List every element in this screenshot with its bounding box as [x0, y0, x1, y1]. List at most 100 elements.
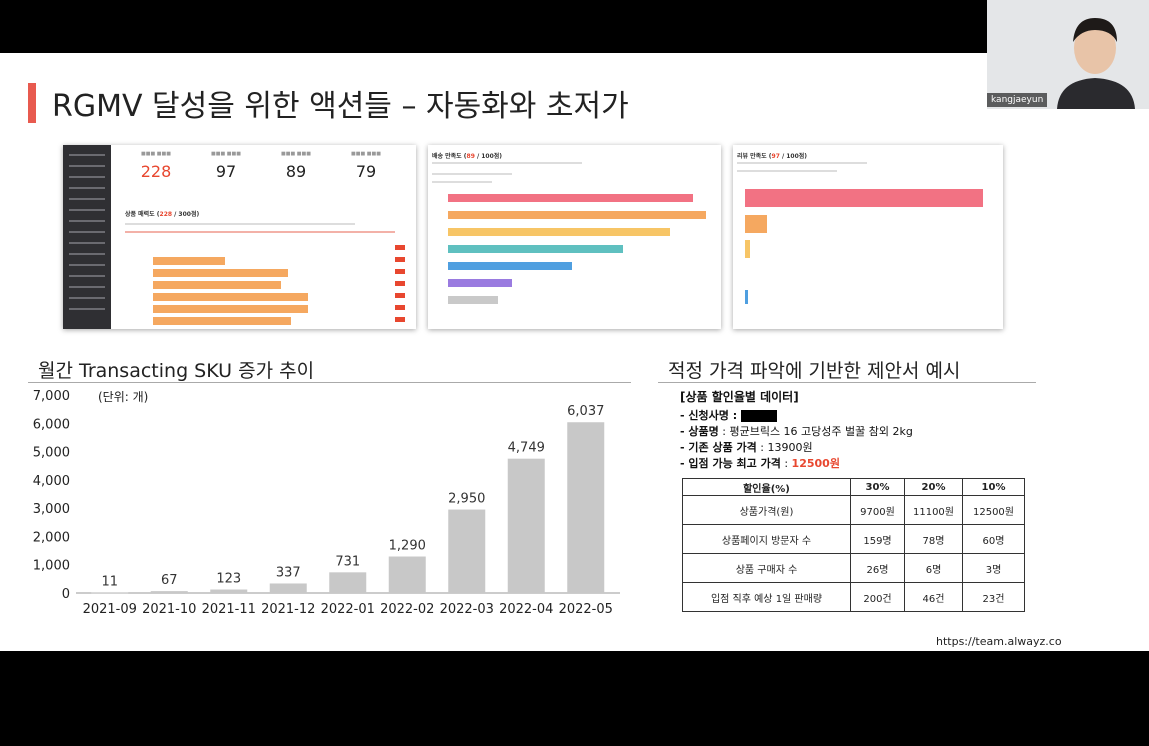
text-line — [737, 170, 837, 172]
table-cell: 78명 — [904, 524, 963, 554]
divider — [658, 382, 1036, 383]
chart-bar — [269, 583, 307, 593]
text-line — [432, 162, 582, 164]
kpi-value: 89 — [285, 162, 307, 181]
chart-bar — [91, 592, 129, 594]
kpi-card: ■■■ ■■■ 79 — [331, 151, 401, 181]
dashboard-screenshot: ■■■ ■■■ 228 ■■■ ■■■ 97 ■■■ ■■■ 89 ■■■ ■■… — [63, 145, 416, 329]
participant-avatar — [1057, 18, 1135, 109]
table-row: 입점 직후 예상 1일 판매량 200건 46건 23건 — [682, 582, 1025, 612]
table-cell: 26명 — [850, 553, 905, 583]
bar-value-label: 67 — [161, 573, 178, 588]
participant-name: kangjaeyun — [987, 93, 1048, 107]
sku-section-title: 월간 Transacting SKU 증가 추이 — [38, 360, 315, 382]
chart-bar — [567, 422, 605, 593]
bar-value-label: 2,950 — [448, 492, 485, 507]
table-cell: 159명 — [850, 524, 905, 554]
proposal-header: [상품 할인율별 데이터] — [680, 390, 799, 404]
y-tick-label: 6,000 — [33, 417, 70, 432]
table-cell: 3명 — [962, 553, 1025, 583]
y-tick-label: 3,000 — [33, 502, 70, 517]
mini-bar — [448, 211, 706, 219]
product-name-line: - 상품명 : 평균브릭스 16 고당성주 벌꿀 참외 2kg — [680, 425, 913, 438]
kpi-card: ■■■ ■■■ 228 — [121, 151, 191, 181]
table-cell: 9700원 — [850, 495, 905, 525]
chart-bar — [507, 458, 545, 593]
y-tick-label: 4,000 — [33, 474, 70, 489]
table-cell: 60명 — [962, 524, 1025, 554]
max-price-line: - 입점 가능 최고 가격 : 12500원 — [680, 457, 840, 470]
x-tick-label: 2021-11 — [202, 602, 256, 617]
review-screenshot: 리뷰 만족도 (97 / 100점) — [733, 145, 1003, 329]
table-cell: 200건 — [850, 582, 905, 612]
table-header-cell: 30% — [850, 478, 905, 496]
kpi-card: ■■■ ■■■ 97 — [191, 151, 261, 181]
text-line — [432, 181, 492, 183]
mini-bar — [448, 245, 623, 253]
mini-bar — [448, 296, 498, 304]
table-cell: 46건 — [904, 582, 963, 612]
mini-bar — [153, 317, 291, 325]
y-tick-label: 1,000 — [33, 559, 70, 574]
mini-bar — [153, 281, 281, 289]
y-tick-label: 2,000 — [33, 530, 70, 545]
delivery-screenshot: 배송 만족도 (89 / 100점) — [428, 145, 721, 329]
table-header-row: 할인율(%) 30% 20% 10% — [682, 478, 1025, 496]
table-cell: 상품가격(원) — [682, 495, 851, 525]
bar-value-label: 731 — [335, 554, 360, 569]
x-tick-label: 2021-09 — [83, 602, 137, 617]
kpi-value: 79 — [355, 162, 377, 181]
bar-value-label: 1,290 — [389, 539, 426, 554]
slide-title: RGMV 달성을 위한 액션들 – 자동화와 초저가 — [52, 89, 629, 124]
chart-bar — [388, 556, 426, 593]
mini-bar — [448, 279, 512, 287]
bar-value-label: 6,037 — [567, 404, 604, 419]
table-cell: 23건 — [962, 582, 1025, 612]
bar-value-label: 11 — [101, 575, 118, 590]
mini-bar — [745, 189, 983, 207]
table-header-cell: 20% — [904, 478, 963, 496]
mini-bar — [153, 269, 288, 277]
proposal-section-title: 적정 가격 파악에 기반한 제안서 예시 — [668, 360, 961, 382]
x-tick-label: 2021-12 — [261, 602, 315, 617]
divider — [28, 382, 631, 383]
kpi-value: 228 — [140, 162, 172, 181]
x-tick-label: 2022-03 — [440, 602, 494, 617]
bar-value-label: 4,749 — [508, 441, 545, 456]
mini-tag — [395, 293, 405, 298]
x-tick-label: 2022-04 — [499, 602, 553, 617]
table-cell: 12500원 — [962, 495, 1025, 525]
original-price-line: - 기존 상품 가격 : 13900원 — [680, 441, 813, 454]
y-tick-label: 7,000 — [33, 389, 70, 404]
mini-tag — [395, 257, 405, 262]
applicant-line: - 신청사명 : — [680, 408, 913, 424]
y-tick-label: 5,000 — [33, 446, 70, 461]
bar-value-label: 123 — [216, 572, 241, 587]
participant-video-tile[interactable]: kangjaeyun — [987, 0, 1149, 109]
text-line — [125, 223, 355, 225]
presentation-slide: RGMV 달성을 위한 액션들 – 자동화와 초저가 ■■■ ■■■ 228 ■… — [0, 53, 1149, 651]
table-cell: 11100원 — [904, 495, 963, 525]
proposal-info: [상품 할인율별 데이터] - 신청사명 : - 상품명 : 평균브릭스 16 … — [680, 389, 913, 472]
mini-bar — [745, 240, 750, 258]
discount-table: 할인율(%) 30% 20% 10% 상품가격(원) 9700원 11100원 … — [682, 478, 1025, 612]
dashboard-sidebar — [63, 145, 111, 329]
chart-bar — [210, 589, 248, 593]
mini-bar — [448, 228, 670, 236]
mini-tag — [395, 281, 405, 286]
max-price-value: 12500원 — [791, 457, 840, 470]
mini-bar — [745, 215, 767, 233]
x-tick-label: 2022-01 — [321, 602, 375, 617]
redacted-block — [740, 410, 777, 422]
table-cell: 상품페이지 방문자 수 — [682, 524, 851, 554]
sku-bar-chart: 0 1,000 2,000 3,000 4,000 5,000 6,000 7,000 (단위:… — [33, 389, 620, 617]
delivery-title: 배송 만족도 (89 / 100점) — [432, 153, 503, 160]
review-title: 리뷰 만족도 (97 / 100점) — [737, 153, 808, 160]
mini-bar — [153, 293, 308, 301]
chart-bar — [329, 572, 367, 593]
chart-unit-note: (단위: 개) — [98, 390, 148, 404]
x-tick-label: 2022-05 — [559, 602, 613, 617]
mini-tag — [395, 269, 405, 274]
mini-bar — [153, 305, 308, 313]
chart-bar — [448, 509, 486, 593]
